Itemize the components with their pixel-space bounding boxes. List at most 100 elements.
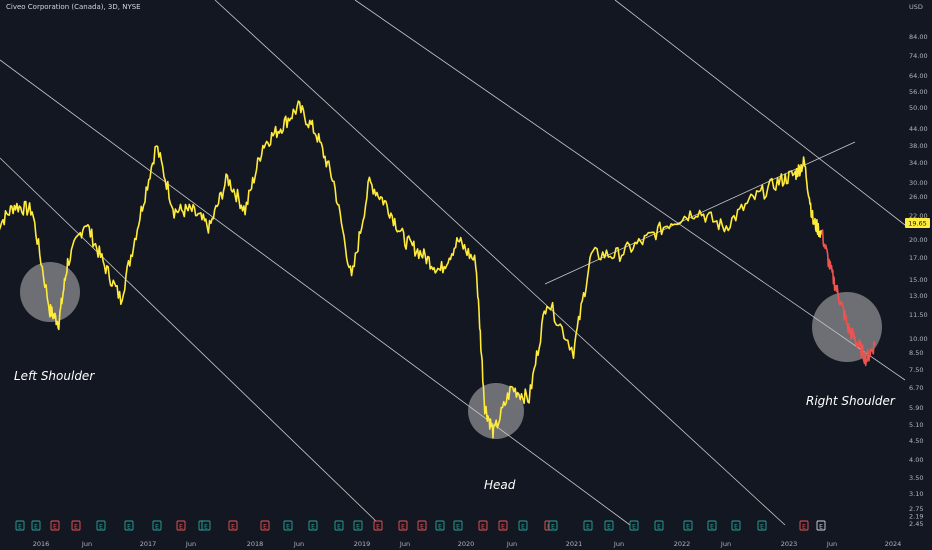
earnings-marker-label: E [551,524,555,531]
earnings-marker[interactable] [757,520,767,531]
earnings-marker[interactable] [201,520,211,531]
last-price-value: 19.65 [908,220,927,228]
earnings-marker-label: E [127,524,131,531]
price-line [0,100,823,439]
earnings-marker[interactable] [96,520,106,531]
price-tick: 2.45 [909,520,923,528]
pattern-label: Left Shoulder [14,369,95,383]
price-tick: 5.90 [909,404,923,412]
earnings-marker-label: E [710,524,714,531]
earnings-marker[interactable] [453,520,463,531]
earnings-marker-label: E [204,524,208,531]
earnings-marker-label: E [420,524,424,531]
earnings-marker[interactable] [50,520,60,531]
earnings-marker[interactable] [498,520,508,531]
earnings-marker[interactable] [548,520,558,531]
time-tick: 2019 [354,540,371,548]
earnings-marker[interactable] [31,520,41,531]
trend-line [214,0,786,526]
earnings-marker-label: E [34,524,38,531]
earnings-marker[interactable] [15,520,25,531]
earnings-marker[interactable] [731,520,741,531]
price-tick: 38.00 [909,142,928,150]
pattern-circles [20,262,882,439]
trend-line [614,0,906,226]
earnings-marker-label: E [155,524,159,531]
price-tick: 6.70 [909,384,923,392]
price-tick: 3.10 [909,490,923,498]
earnings-marker-label: E [18,524,22,531]
earnings-marker[interactable] [417,520,427,531]
earnings-marker[interactable] [583,520,593,531]
time-tick: Jun [399,540,410,548]
earnings-marker-label: E [632,524,636,531]
earnings-marker-label: E [586,524,590,531]
earnings-marker[interactable] [478,520,488,531]
earnings-marker[interactable] [654,520,664,531]
earnings-marker-label: E [263,524,267,531]
price-tick: 20.00 [909,236,928,244]
earnings-marker[interactable] [124,520,134,531]
earnings-marker[interactable] [518,520,528,531]
trend-line [354,0,906,381]
earnings-marker[interactable] [353,520,363,531]
earnings-marker-label: E [686,524,690,531]
earnings-marker[interactable] [398,520,408,531]
earnings-marker[interactable] [799,520,809,531]
price-tick: 17.00 [909,254,928,262]
time-tick: Jun [185,540,196,548]
time-tick: Jun [81,540,92,548]
price-tick: 30.00 [909,179,928,187]
earnings-marker[interactable] [334,520,344,531]
earnings-marker[interactable] [176,520,186,531]
time-tick: 2017 [140,540,157,548]
time-tick: 2024 [885,540,902,548]
earnings-marker-label: E [521,524,525,531]
earnings-marker[interactable] [816,520,826,531]
earnings-marker-label: E [481,524,485,531]
time-tick: 2022 [674,540,691,548]
earnings-marker[interactable] [435,520,445,531]
earnings-marker[interactable] [707,520,717,531]
earnings-marker-label: E [734,524,738,531]
earnings-marker[interactable] [228,520,238,531]
earnings-marker[interactable] [152,520,162,531]
earnings-markers: EEEEEEEEEEEEEEEEEEEEEEEEEEEEEEEEEEEE [15,520,826,531]
earnings-marker[interactable] [71,520,81,531]
earnings-marker-label: E [438,524,442,531]
chart-title: Civeo Corporation (Canada), 3D, NYSE [6,3,141,11]
earnings-marker[interactable] [629,520,639,531]
earnings-marker[interactable] [373,520,383,531]
earnings-marker-label: E [337,524,341,531]
price-tick: 50.00 [909,104,928,112]
earnings-marker-label: E [607,524,611,531]
price-tick: 3.50 [909,474,923,482]
trend-line [0,157,381,526]
price-tick: 74.00 [909,52,928,60]
earnings-marker[interactable] [308,520,318,531]
price-tick: 5.10 [909,421,923,429]
time-tick: 2018 [247,540,264,548]
price-line [821,229,876,367]
earnings-marker[interactable] [604,520,614,531]
time-tick: 2023 [781,540,798,548]
price-tick: 15.00 [909,276,928,284]
price-tick: 11.50 [909,311,928,319]
time-tick: Jun [506,540,517,548]
earnings-marker-label: E [456,524,460,531]
price-tick: 56.00 [909,88,928,96]
trend-lines [0,0,906,526]
earnings-marker-label: E [311,524,315,531]
pattern-circle [468,383,524,439]
last-price-badge: 19.65 [905,218,930,228]
earnings-marker[interactable] [683,520,693,531]
price-tick: 2.19 [909,513,923,521]
earnings-marker[interactable] [260,520,270,531]
time-axis[interactable]: 2016 Jun 2017 Jun 2018 Jun 2019 Jun 2020 Jun 2021 J… [33,540,902,548]
price-tick: 10.00 [909,335,928,343]
price-axis[interactable]: USD 84.00 74.00 64.00 56.00 50.00 44.00 38.00 34… [909,3,928,528]
time-tick: Jun [613,540,624,548]
time-tick: Jun [293,540,304,548]
earnings-marker[interactable] [283,520,293,531]
